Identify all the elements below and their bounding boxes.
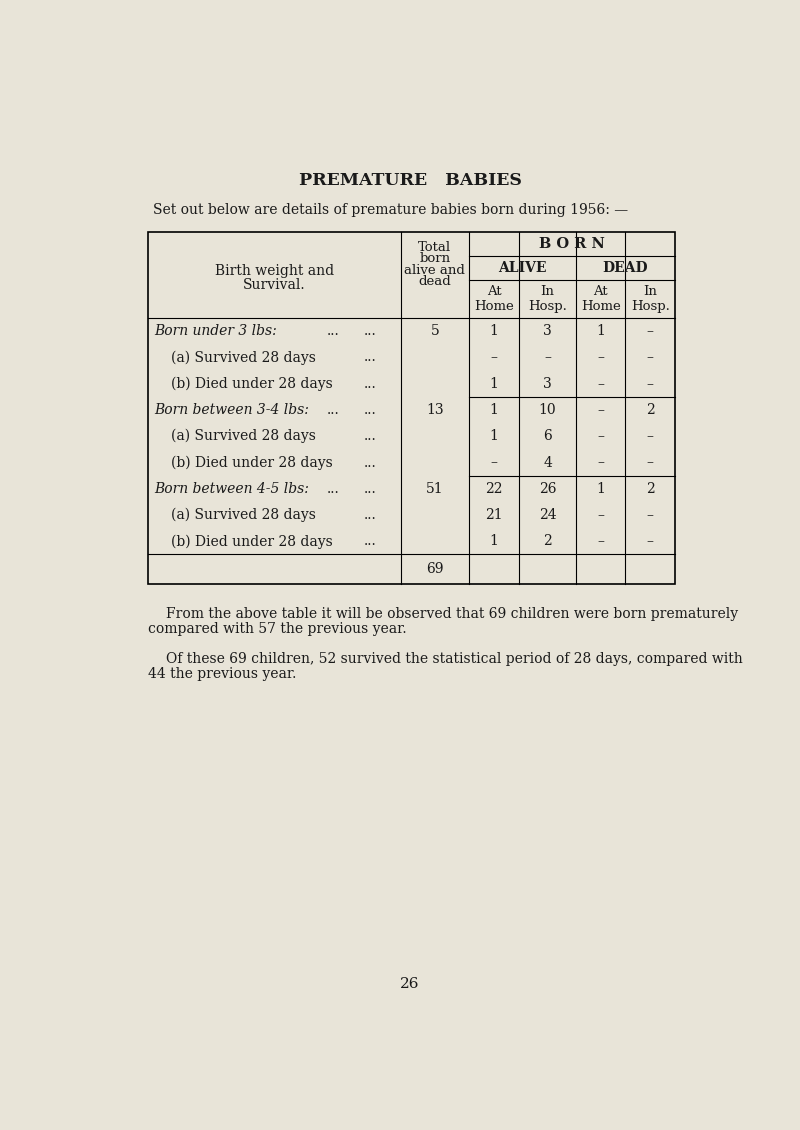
Text: Of these 69 children, 52 survived the statistical period of 28 days, compared wi: Of these 69 children, 52 survived the st… — [166, 652, 742, 666]
Text: –: – — [597, 403, 604, 417]
Text: Total: Total — [418, 241, 451, 254]
Text: (b) Died under 28 days: (b) Died under 28 days — [171, 534, 333, 548]
Text: compared with 57 the previous year.: compared with 57 the previous year. — [148, 623, 406, 636]
Text: 1: 1 — [596, 481, 605, 496]
Text: –: – — [646, 324, 654, 338]
Text: 6: 6 — [543, 429, 552, 443]
Text: 2: 2 — [646, 481, 654, 496]
Text: Born between 4-5 lbs:: Born between 4-5 lbs: — [154, 481, 309, 496]
Text: ...: ... — [363, 376, 376, 391]
Text: 24: 24 — [538, 508, 556, 522]
Text: 13: 13 — [426, 403, 444, 417]
Text: At
Home: At Home — [581, 285, 621, 313]
Text: Born under 3 lbs:: Born under 3 lbs: — [154, 324, 277, 338]
Text: ...: ... — [363, 534, 376, 548]
Text: –: – — [646, 429, 654, 443]
Text: –: – — [597, 534, 604, 548]
Text: –: – — [646, 350, 654, 365]
Text: 2: 2 — [543, 534, 552, 548]
Text: ...: ... — [327, 403, 340, 417]
Text: (a) Survived 28 days: (a) Survived 28 days — [171, 429, 316, 443]
Text: 44 the previous year.: 44 the previous year. — [148, 667, 297, 681]
Text: From the above table it will be observed that 69 children were born prematurely: From the above table it will be observed… — [166, 607, 738, 620]
Text: 26: 26 — [539, 481, 556, 496]
Text: ...: ... — [363, 481, 376, 496]
Text: 1: 1 — [596, 324, 605, 338]
Text: alive and: alive and — [404, 263, 466, 277]
Text: –: – — [490, 455, 498, 470]
Text: –: – — [646, 508, 654, 522]
Text: Born between 3-4 lbs:: Born between 3-4 lbs: — [154, 403, 309, 417]
Text: 21: 21 — [486, 508, 503, 522]
Text: born: born — [419, 252, 450, 266]
Text: 4: 4 — [543, 455, 552, 470]
Text: –: – — [646, 534, 654, 548]
Text: Survival.: Survival. — [243, 278, 306, 292]
Text: 1: 1 — [490, 403, 498, 417]
Text: 22: 22 — [486, 481, 503, 496]
Text: 1: 1 — [490, 376, 498, 391]
Text: –: – — [597, 350, 604, 365]
Text: ...: ... — [363, 403, 376, 417]
Text: 1: 1 — [490, 324, 498, 338]
Text: (a) Survived 28 days: (a) Survived 28 days — [171, 507, 316, 522]
Text: –: – — [597, 376, 604, 391]
Text: At
Home: At Home — [474, 285, 514, 313]
Text: ...: ... — [327, 324, 340, 338]
Text: 26: 26 — [400, 977, 420, 991]
Text: –: – — [544, 350, 551, 365]
Text: 51: 51 — [426, 481, 444, 496]
Text: PREMATURE   BABIES: PREMATURE BABIES — [298, 172, 522, 189]
Text: ...: ... — [363, 324, 376, 338]
Text: ...: ... — [363, 350, 376, 365]
Text: ...: ... — [363, 455, 376, 470]
Text: –: – — [490, 350, 498, 365]
Text: (b) Died under 28 days: (b) Died under 28 days — [171, 455, 333, 470]
Text: –: – — [597, 455, 604, 470]
Text: 1: 1 — [490, 534, 498, 548]
Text: (b) Died under 28 days: (b) Died under 28 days — [171, 376, 333, 391]
Text: 69: 69 — [426, 562, 443, 576]
Text: –: – — [646, 376, 654, 391]
Text: 3: 3 — [543, 376, 552, 391]
Text: ...: ... — [327, 481, 340, 496]
Text: In
Hosp.: In Hosp. — [631, 285, 670, 313]
Text: 5: 5 — [430, 324, 439, 338]
Text: –: – — [597, 508, 604, 522]
Text: ...: ... — [363, 508, 376, 522]
Text: 1: 1 — [490, 429, 498, 443]
Text: –: – — [646, 455, 654, 470]
Text: Birth weight and: Birth weight and — [215, 264, 334, 278]
Text: –: – — [597, 429, 604, 443]
Text: 10: 10 — [538, 403, 556, 417]
Text: B O R N: B O R N — [539, 237, 605, 251]
Text: ...: ... — [363, 429, 376, 443]
Text: 2: 2 — [646, 403, 654, 417]
Text: In
Hosp.: In Hosp. — [528, 285, 567, 313]
Text: DEAD: DEAD — [602, 261, 648, 275]
Text: ALIVE: ALIVE — [498, 261, 546, 275]
Text: dead: dead — [418, 276, 451, 288]
Text: Set out below are details of premature babies born during 1956: —: Set out below are details of premature b… — [153, 203, 628, 217]
Text: 3: 3 — [543, 324, 552, 338]
Text: (a) Survived 28 days: (a) Survived 28 days — [171, 350, 316, 365]
Bar — [148, 232, 675, 584]
